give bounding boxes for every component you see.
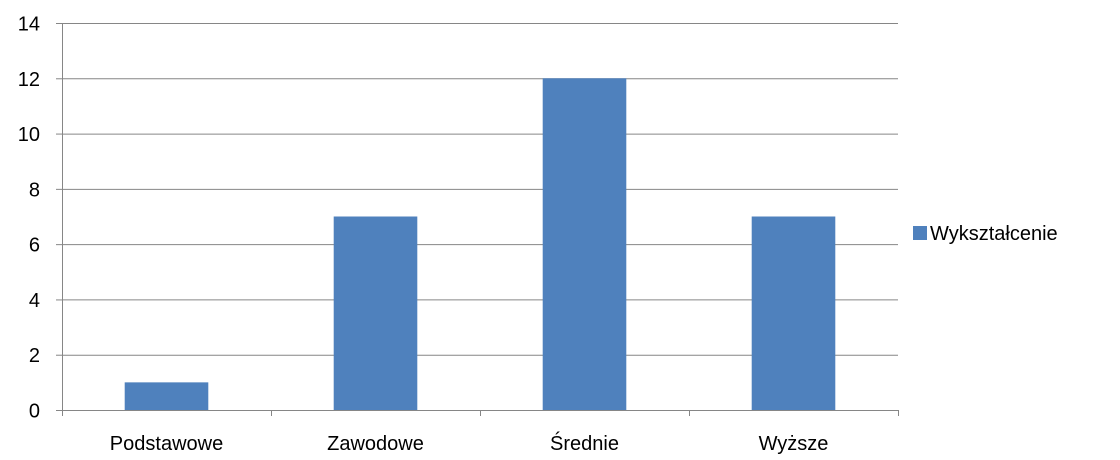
x-tick-labels: Podstawowe Zawodowe Średnie Wyższe	[110, 431, 829, 455]
bar-podstawowe	[124, 382, 209, 410]
y-tick-label: 0	[29, 401, 40, 423]
y-tick-label: 4	[29, 290, 40, 312]
y-tick-label: 14	[18, 14, 40, 36]
legend-swatch	[913, 226, 927, 240]
legend-label: Wykształcenie	[930, 223, 1058, 245]
gridlines	[62, 23, 898, 356]
y-tick-label: 6	[29, 235, 40, 257]
legend: Wykształcenie	[913, 223, 1058, 245]
bar-wyższe	[751, 216, 836, 410]
axes	[56, 23, 899, 416]
x-tick-label: Zawodowe	[327, 433, 424, 455]
y-tick-label: 8	[29, 179, 40, 201]
x-tick-label: Podstawowe	[110, 433, 223, 455]
x-tick-label: Średnie	[550, 431, 619, 455]
y-tick-label: 12	[18, 69, 40, 91]
y-tick-label: 10	[18, 124, 40, 146]
bar-zawodowe	[333, 216, 418, 410]
y-tick-labels: 0 2 4 6 8 10 12 14	[18, 14, 40, 423]
x-tick-label: Wyższe	[759, 433, 829, 455]
bar-średnie	[542, 78, 627, 411]
bars	[124, 78, 836, 411]
y-tick-label: 2	[29, 345, 40, 367]
